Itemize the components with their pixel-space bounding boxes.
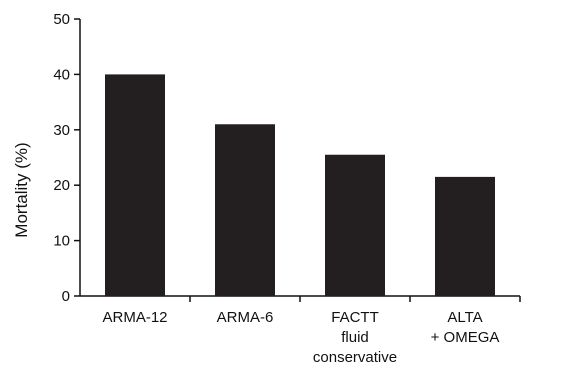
bar: [215, 124, 275, 296]
x-tick-label-line: FACTT: [331, 309, 379, 326]
x-tick-label-line: ARMA-6: [217, 309, 274, 326]
x-tick-label-line: fluid: [341, 329, 369, 346]
x-tick-label-line: ALTA: [447, 309, 482, 326]
y-tick-label: 50: [53, 11, 70, 28]
x-tick-label: ARMA-12: [102, 309, 167, 326]
y-tick-label: 30: [53, 122, 70, 139]
x-tick-label-line: ARMA-12: [102, 309, 167, 326]
y-ticks: 0 10 20 30 40 50: [53, 11, 80, 305]
x-tick-label: FACTT fluid conservative: [313, 309, 397, 366]
y-axis-title: Mortality (%): [12, 142, 31, 237]
x-tick-label: ARMA-6: [217, 309, 274, 326]
y-tick-label: 20: [53, 177, 70, 194]
y-tick-label: 40: [53, 66, 70, 83]
x-ticks: ARMA-12 ARMA-6 FACTT fluid conservative ALTA +…: [102, 296, 521, 366]
y-tick-label: 10: [53, 233, 70, 250]
bar: [105, 74, 165, 297]
x-tick-label-line: conservative: [313, 349, 397, 366]
bar: [325, 154, 385, 296]
bar: [435, 176, 495, 296]
x-tick-label: ALTA + OMEGA: [431, 309, 500, 346]
y-tick-label: 0: [62, 288, 70, 305]
bars: [105, 74, 495, 297]
x-tick-label-line: + OMEGA: [431, 329, 500, 346]
